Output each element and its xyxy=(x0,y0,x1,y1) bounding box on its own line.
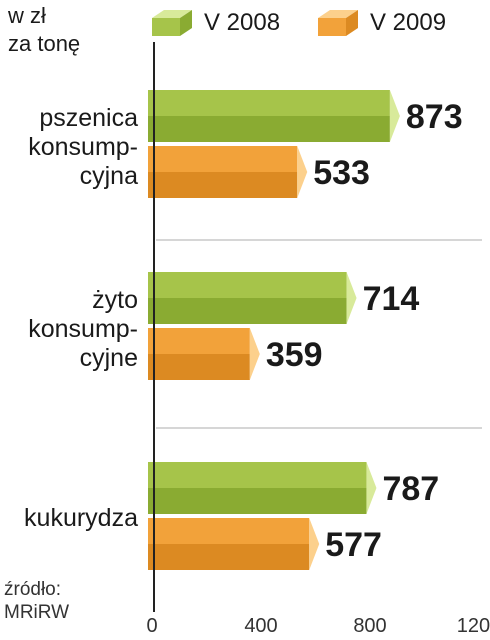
bar-pszenica-v2008-cap xyxy=(390,90,400,142)
value-label-pszenica-v2008: 873 xyxy=(406,98,463,136)
x-tick-label-1200: 1200 xyxy=(457,615,490,637)
x-tick-label-800: 800 xyxy=(353,615,386,637)
bar-kukurydza-v2008-top xyxy=(148,462,366,488)
bar-zyto-v2008 xyxy=(148,298,347,324)
bar-zyto-v2009 xyxy=(148,354,250,380)
bar-zyto-v2008-cap xyxy=(347,272,357,324)
bar-kukurydza-v2009 xyxy=(148,544,309,570)
bar-pszenica-v2009-top xyxy=(148,146,297,172)
bar-kukurydza-v2009-top xyxy=(148,518,309,544)
bar-kukurydza-v2008 xyxy=(148,488,366,514)
bar-kukurydza-v2009-cap xyxy=(309,518,319,570)
bar-pszenica-v2008-top xyxy=(148,90,390,116)
bar-kukurydza-v2008-cap xyxy=(366,462,376,514)
bar-zyto-v2008-top xyxy=(148,272,347,298)
value-label-kukurydza-v2008: 787 xyxy=(382,470,439,508)
bar-pszenica-v2009 xyxy=(148,172,297,198)
bar-pszenica-v2009-cap xyxy=(297,146,307,198)
value-label-zyto-v2009: 359 xyxy=(266,336,323,374)
bar-zyto-v2009-top xyxy=(148,328,250,354)
x-tick-label-0: 0 xyxy=(146,615,157,637)
value-label-pszenica-v2009: 533 xyxy=(313,154,370,192)
bar-pszenica-v2008 xyxy=(148,116,390,142)
x-tick-label-400: 400 xyxy=(244,615,277,637)
value-label-zyto-v2008: 714 xyxy=(363,280,420,318)
value-label-kukurydza-v2009: 577 xyxy=(325,526,382,564)
bar-zyto-v2009-cap xyxy=(250,328,260,380)
